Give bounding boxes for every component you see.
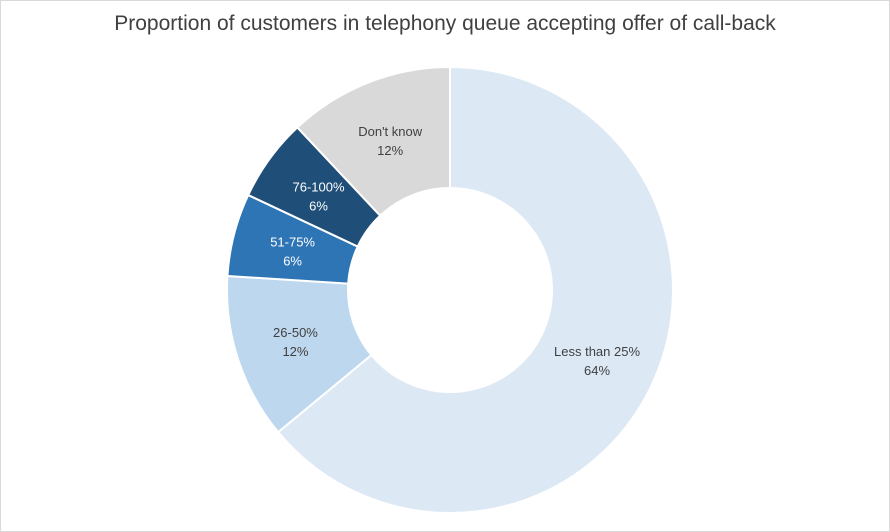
slice-value-label: 12% bbox=[282, 344, 308, 359]
slice-category-label: Don't know bbox=[358, 124, 423, 139]
chart-title: Proportion of customers in telephony que… bbox=[114, 12, 776, 35]
slice-value-label: 6% bbox=[309, 198, 328, 213]
donut-slice bbox=[295, 65, 451, 218]
donut-slice bbox=[276, 65, 674, 514]
slice-value-label: 6% bbox=[283, 254, 302, 269]
slice-category-label: 76-100% bbox=[293, 179, 345, 194]
slice-category-label: 26-50% bbox=[273, 325, 318, 340]
slice-value-label: 64% bbox=[584, 363, 610, 378]
slice-category-label: Less than 25% bbox=[554, 344, 640, 359]
slice-category-label: 51-75% bbox=[270, 235, 315, 250]
slice-value-label: 12% bbox=[377, 143, 403, 158]
